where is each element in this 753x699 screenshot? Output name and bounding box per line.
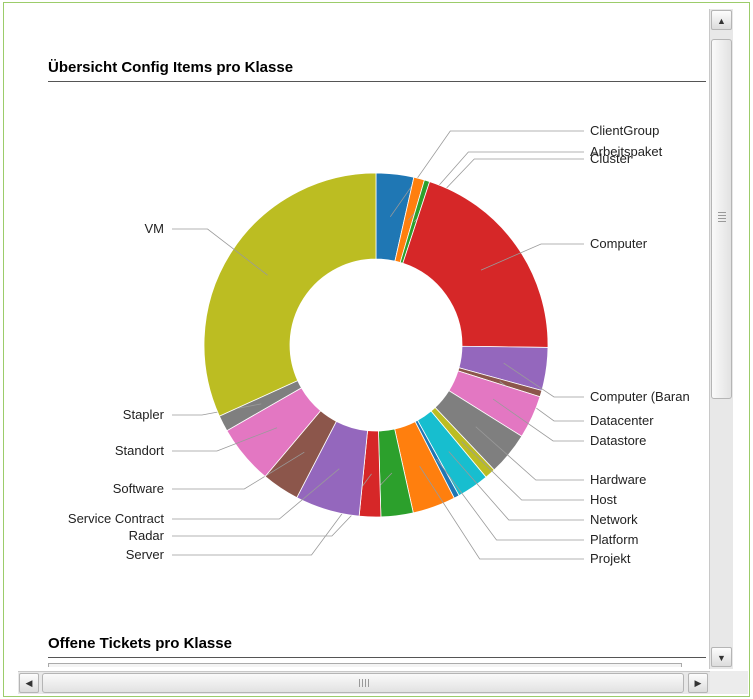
leader-line-datastore [492, 398, 584, 442]
scroll-up-arrow-icon[interactable]: ▲ [711, 10, 732, 30]
grip-icon [718, 212, 726, 222]
slice-label-projekt: Projekt [590, 551, 631, 566]
slice-label-datastore: Datastore [590, 433, 646, 448]
slice-label-hardware: Hardware [590, 472, 646, 487]
slice-label-network: Network [590, 512, 638, 527]
slice-label-cluster: Cluster [590, 151, 632, 166]
scroll-left-arrow-icon[interactable]: ◀ [19, 673, 39, 693]
slice-label-arbeitspaket: Arbeitspaket [590, 144, 663, 159]
leader-line-computer [480, 243, 584, 271]
leader-line-clientgroup [389, 130, 584, 218]
leader-line-projekt [419, 466, 584, 560]
report-content: Übersicht Config Items pro Klasse Client… [4, 3, 708, 667]
vertical-scrollbar[interactable]: ▲ ▼ [709, 9, 733, 669]
slice-computer[interactable] [402, 181, 549, 348]
report-frame: Übersicht Config Items pro Klasse Client… [3, 2, 750, 697]
tickets-section-title: Offene Tickets pro Klasse [48, 635, 232, 652]
leader-line-service-contract [172, 468, 340, 520]
vertical-scroll-thumb[interactable] [711, 39, 732, 399]
slice-label-software: Software [113, 481, 164, 496]
horizontal-scrollbar[interactable]: ◀ ▶ [18, 671, 710, 694]
scroll-down-arrow-icon[interactable]: ▼ [711, 647, 732, 667]
slice-label-vm: VM [145, 221, 165, 236]
leader-line-vm [172, 228, 268, 276]
slice-label-datacenter: Datacenter [590, 413, 654, 428]
grip-icon [359, 679, 369, 687]
leader-line-computer-baran [503, 362, 584, 398]
config-items-section-title: Übersicht Config Items pro Klasse [48, 59, 294, 76]
slice-label-standort: Standort [115, 443, 165, 458]
slice-label-host: Host [590, 492, 617, 507]
section-divider [48, 81, 706, 82]
leader-line-software [172, 451, 305, 490]
tickets-table-header [48, 663, 682, 667]
scroll-right-arrow-icon[interactable]: ▶ [688, 673, 708, 693]
leader-line-stapler [172, 403, 262, 416]
leader-line-network [448, 451, 584, 521]
slice-label-computer-baran: Computer (Baran [590, 389, 690, 404]
scrollbar-corner [710, 671, 748, 694]
slice-vm[interactable] [203, 172, 377, 417]
slice-label-computer: Computer [590, 236, 648, 251]
slice-label-clientgroup: ClientGroup [590, 123, 659, 138]
slice-label-service-contract: Service Contract [68, 511, 164, 526]
slice-label-server: Server [126, 547, 165, 562]
leader-line-platform [436, 458, 584, 541]
leader-line-host [461, 441, 584, 501]
section-divider [48, 657, 706, 658]
slice-label-radar: Radar [129, 528, 165, 543]
horizontal-scroll-thumb[interactable] [42, 673, 684, 693]
slice-label-stapler: Stapler [123, 407, 165, 422]
slice-label-platform: Platform [590, 532, 638, 547]
leader-line-hardware [475, 426, 584, 481]
leader-line-standort [172, 427, 278, 452]
